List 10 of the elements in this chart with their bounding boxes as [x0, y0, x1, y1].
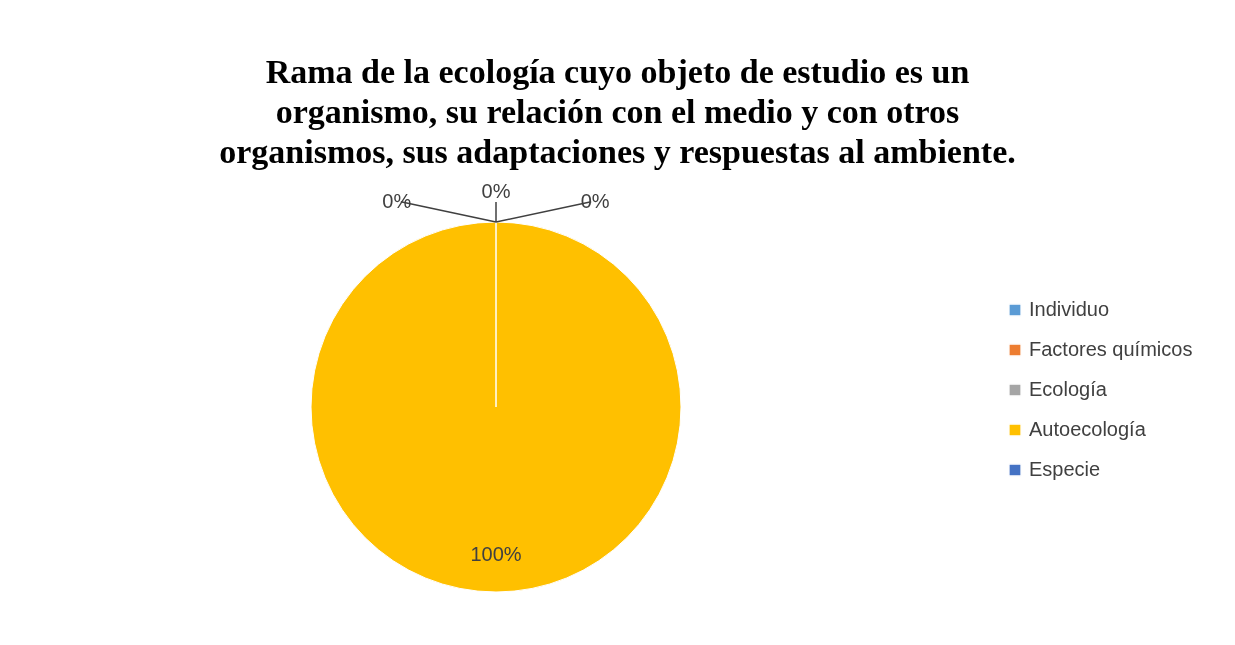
text: 0%: [580, 189, 610, 212]
data-label: 100%: [470, 543, 522, 565]
legend-label: Especie: [1029, 458, 1101, 480]
legend-label: Autoecología: [1029, 418, 1147, 440]
legend-label: Individuo: [1029, 298, 1110, 320]
text: 0%: [481, 180, 511, 202]
legend-label: Factores químicos: [1029, 338, 1193, 360]
text: 0%: [382, 189, 412, 212]
chart-title: Rama de la ecología cuyo objeto de estudio es un organismo, su relación con el medio y con otros organismos, sus adaptaciones y respuestas al ambiente.: [219, 53, 1016, 170]
legend-label: Ecología: [1029, 378, 1108, 400]
